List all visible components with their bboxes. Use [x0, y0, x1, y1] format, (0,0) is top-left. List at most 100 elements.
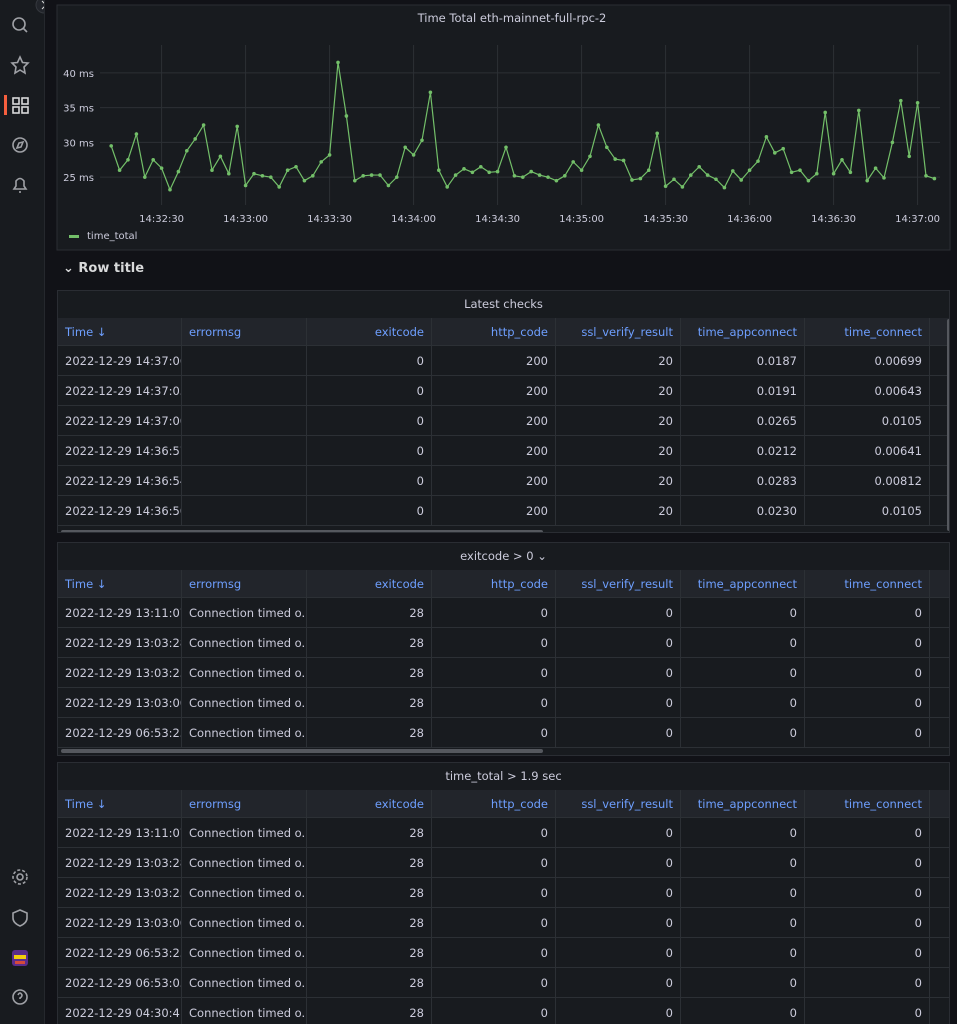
table-cell[interactable]: time_connect — [805, 318, 930, 346]
row-title[interactable]: ⌄ Row title — [63, 261, 144, 276]
table-cell[interactable]: ssl_verify_result — [556, 790, 681, 818]
table-cell[interactable]: ssl_verify_result — [556, 318, 681, 346]
table-cell: 0 — [805, 688, 930, 718]
table-cell: 28 — [307, 598, 432, 628]
x-tick-label: 14:36:00 — [727, 214, 772, 225]
dashboards-icon[interactable] — [12, 97, 29, 114]
table-cell[interactable]: exitcode — [307, 570, 432, 598]
table-cell — [930, 938, 949, 968]
data-point — [932, 176, 937, 181]
data-point — [294, 164, 298, 169]
table-cell: 0 — [556, 598, 681, 628]
table-cell[interactable]: http_code — [432, 570, 556, 598]
table-cell: Connection timed o... — [182, 938, 307, 968]
cell-text: 0 — [914, 916, 922, 930]
table-row: 2022-12-29 06:53:25 Connection timed o...… — [58, 938, 949, 968]
cell-text: 20 — [658, 474, 673, 488]
cell-text: 200 — [526, 384, 548, 398]
data-point — [504, 145, 508, 150]
cell-text: 0 — [789, 1006, 797, 1020]
data-point — [319, 160, 324, 164]
table-cell: 0 — [681, 848, 805, 878]
table-cell: 0 — [307, 436, 432, 466]
title-menu[interactable]: ⌄ — [533, 549, 547, 563]
table-cell — [930, 998, 949, 1024]
table-cell — [182, 406, 307, 436]
table-cell: 2022-12-29 04:30:41 — [58, 998, 182, 1024]
table-cell — [182, 376, 307, 406]
table-cell: 2022-12-29 14:36:54 — [58, 466, 182, 496]
table-cell[interactable]: http_code — [432, 318, 556, 346]
data-point — [252, 171, 256, 176]
table-cell: 20 — [556, 346, 681, 376]
shield-icon[interactable] — [12, 909, 28, 927]
table-cell[interactable]: time_connect — [805, 790, 930, 818]
data-point — [773, 151, 777, 155]
data-point — [353, 178, 357, 183]
table-cell: 0 — [805, 598, 930, 628]
table-cell: 28 — [307, 848, 432, 878]
data-point — [428, 90, 433, 95]
table-cell: 0.0187 — [681, 346, 805, 376]
table-cell[interactable]: time_appconnect — [681, 570, 805, 598]
table-cell: 0 — [681, 688, 805, 718]
column-header: time_connect — [844, 325, 922, 339]
table-cell: 2022-12-29 14:37:06 — [58, 346, 182, 376]
star-icon[interactable] — [10, 55, 30, 75]
settings-icon[interactable] — [12, 869, 28, 885]
table-row: 2022-12-29 13:11:07 Connection timed o...… — [58, 818, 949, 848]
table-cell: 0 — [805, 718, 930, 748]
data-point — [277, 185, 282, 189]
cell-text: 0 — [540, 856, 548, 870]
data-point — [512, 173, 517, 178]
table-cell: Connection timed o... — [182, 818, 307, 848]
cell-text: 0 — [789, 636, 797, 650]
avatar[interactable] — [12, 950, 28, 966]
search-icon[interactable] — [12, 17, 28, 33]
table-cell: 0 — [556, 968, 681, 998]
table-cell[interactable]: time_appconnect — [681, 318, 805, 346]
table-cell[interactable]: time_appconnect — [681, 790, 805, 818]
explore-icon[interactable] — [12, 137, 28, 153]
table-cell[interactable]: Time ↓ — [58, 790, 182, 818]
table-row: 2022-12-29 14:36:54 0 200 20 0.0283 0.00812 — [58, 466, 949, 496]
table-cell: Connection timed o... — [182, 658, 307, 688]
data-point — [630, 178, 634, 182]
data-point — [185, 148, 189, 153]
table-cell: 28 — [307, 628, 432, 658]
table-cell: 0 — [681, 878, 805, 908]
cell-text: 28 — [409, 666, 424, 680]
cell-text: 200 — [526, 444, 548, 458]
table-cell[interactable]: errormsg — [182, 570, 307, 598]
cell-text: 0 — [914, 886, 922, 900]
column-header: time_appconnect — [697, 577, 797, 591]
column-header: time_appconnect — [697, 797, 797, 811]
table-cell[interactable]: time_connect — [805, 570, 930, 598]
table-cell[interactable]: errormsg — [182, 790, 307, 818]
cell-text: Connection timed o... — [189, 696, 307, 710]
table-cell[interactable]: http_code — [432, 790, 556, 818]
help-icon[interactable] — [12, 989, 28, 1005]
table-cell[interactable]: exitcode — [307, 318, 432, 346]
data-point — [311, 173, 315, 178]
table-cell: 20 — [556, 466, 681, 496]
table-cell[interactable]: ssl_verify_result — [556, 570, 681, 598]
table-cell: 28 — [307, 908, 432, 938]
table-cell[interactable]: Time ↓ — [58, 570, 182, 598]
table-cell[interactable]: errormsg — [182, 318, 307, 346]
table-cell[interactable]: Time ↓ — [58, 318, 182, 346]
table-cell — [930, 968, 949, 998]
cell-text: 2022-12-29 14:37:06 — [65, 354, 182, 368]
panel-title: time_total > 1.9 sec — [58, 763, 949, 790]
table-cell[interactable]: exitcode — [307, 790, 432, 818]
cell-text: 0 — [789, 916, 797, 930]
cell-text: 20 — [658, 354, 673, 368]
table-cell: 0 — [307, 466, 432, 496]
cell-text: 2022-12-29 06:53:03 — [65, 976, 182, 990]
alert-icon[interactable] — [12, 177, 28, 193]
table-cell: 2022-12-29 13:03:28 — [58, 628, 182, 658]
sort-arrow: ↓ — [93, 325, 107, 339]
data-point — [823, 110, 827, 115]
cell-text: 0 — [665, 946, 673, 960]
